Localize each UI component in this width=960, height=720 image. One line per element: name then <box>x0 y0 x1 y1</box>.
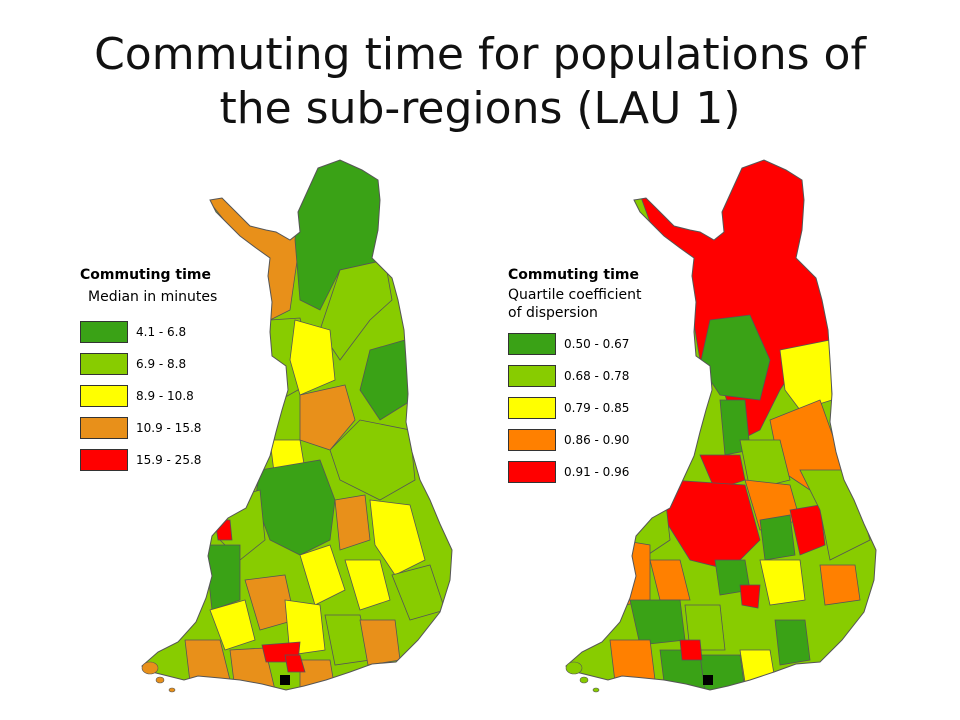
region-salo <box>229 647 276 690</box>
legend-item: 8.9 - 10.8 <box>80 380 217 412</box>
legend-swatch <box>80 353 128 375</box>
region-savo-east <box>369 499 426 576</box>
legend-swatch <box>80 385 128 407</box>
region-savo-right <box>759 514 796 561</box>
legend-swatch <box>508 429 556 451</box>
legend-range: 0.68 - 0.78 <box>564 369 630 383</box>
legend-heading: Commuting time <box>508 267 639 283</box>
legend-range: 0.79 - 0.85 <box>564 401 630 415</box>
legend-subtitle: Median in minutes <box>88 288 217 306</box>
legend-range: 0.86 - 0.90 <box>564 433 630 447</box>
legend-swatch <box>80 417 128 439</box>
region-helsinki-core <box>284 654 306 673</box>
legend-subtitle-line: Median in minutes <box>88 289 218 305</box>
legend-item: 0.50 - 0.67 <box>508 328 642 360</box>
legend-range: 4.1 - 6.8 <box>136 325 187 339</box>
region-hame <box>284 599 326 656</box>
legend-item: 0.86 - 0.90 <box>508 424 642 456</box>
region-mikkeli-right <box>759 559 806 606</box>
region-kymenlaakso-right <box>774 619 811 666</box>
aland-islands-left <box>141 661 176 693</box>
legend-item: 0.91 - 0.96 <box>508 456 642 488</box>
legend-item: 4.1 - 6.8 <box>80 316 217 348</box>
region-vaasa <box>204 544 241 611</box>
legend-item: 0.68 - 0.78 <box>508 360 642 392</box>
legend-range: 6.9 - 8.8 <box>136 357 187 371</box>
legend-item: 10.9 - 15.8 <box>80 412 217 444</box>
region-helsinki-right <box>699 654 746 690</box>
aland-islands-right <box>565 661 600 693</box>
legend-item: 6.9 - 8.8 <box>80 348 217 380</box>
region-helsinki <box>299 659 336 690</box>
legend-swatch <box>508 333 556 355</box>
legend-median: Commuting time Median in minutes 4.1 - 6… <box>80 266 217 476</box>
legend-range: 0.91 - 0.96 <box>564 465 630 479</box>
region-mikkeli <box>344 559 391 611</box>
region-oulu <box>299 384 356 451</box>
legend-heading: Commuting time <box>80 267 211 283</box>
legend-range: 8.9 - 10.8 <box>136 389 194 403</box>
region-koillismaa <box>359 339 413 421</box>
legend-swatch <box>508 397 556 419</box>
legend-items: 0.50 - 0.67 0.68 - 0.78 0.79 - 0.85 0.86… <box>508 328 642 488</box>
legend-item: 15.9 - 25.8 <box>80 444 217 476</box>
legend-swatch <box>80 449 128 471</box>
region-central-north-right <box>739 439 791 491</box>
legend-range: 10.9 - 15.8 <box>136 421 202 435</box>
region-savo-west <box>334 494 371 551</box>
legend-subtitle-line: Quartile coefficient <box>508 287 642 303</box>
legend-dispersion: Commuting time Quartile coefficient of d… <box>508 266 642 488</box>
region-pirkanmaa-right <box>649 559 691 601</box>
capital-marker-right <box>703 675 713 685</box>
legend-swatch <box>508 365 556 387</box>
region-hame-right <box>739 584 761 609</box>
legend-swatch <box>508 461 556 483</box>
region-karelia-south-right <box>819 564 861 606</box>
legend-subtitle: Quartile coefficient of dispersion <box>508 286 642 322</box>
title-line-1: Commuting time for populations of <box>94 29 866 80</box>
region-oulu-north <box>289 319 336 396</box>
capital-marker-left <box>280 675 290 685</box>
region-hame-west-right <box>684 604 726 651</box>
region-satakunta <box>209 599 256 651</box>
slide-title: Commuting time for populations of the su… <box>0 28 960 136</box>
legend-item: 0.79 - 0.85 <box>508 392 642 424</box>
legend-items: 4.1 - 6.8 6.9 - 8.8 8.9 - 10.8 10.9 - 15… <box>80 316 217 476</box>
region-satakunta-right <box>629 599 686 646</box>
region-uusimaa-west-right <box>679 639 703 661</box>
legend-range: 0.50 - 0.67 <box>564 337 630 351</box>
title-line-2: the sub-regions (LAU 1) <box>219 83 741 134</box>
legend-swatch <box>80 321 128 343</box>
region-turku-right <box>609 639 656 683</box>
region-kainuu <box>329 419 416 501</box>
legend-subtitle-line: of dispersion <box>508 305 598 321</box>
legend-range: 15.9 - 25.8 <box>136 453 202 467</box>
region-tampere-north <box>299 544 346 606</box>
region-savo-east-right <box>789 504 826 556</box>
